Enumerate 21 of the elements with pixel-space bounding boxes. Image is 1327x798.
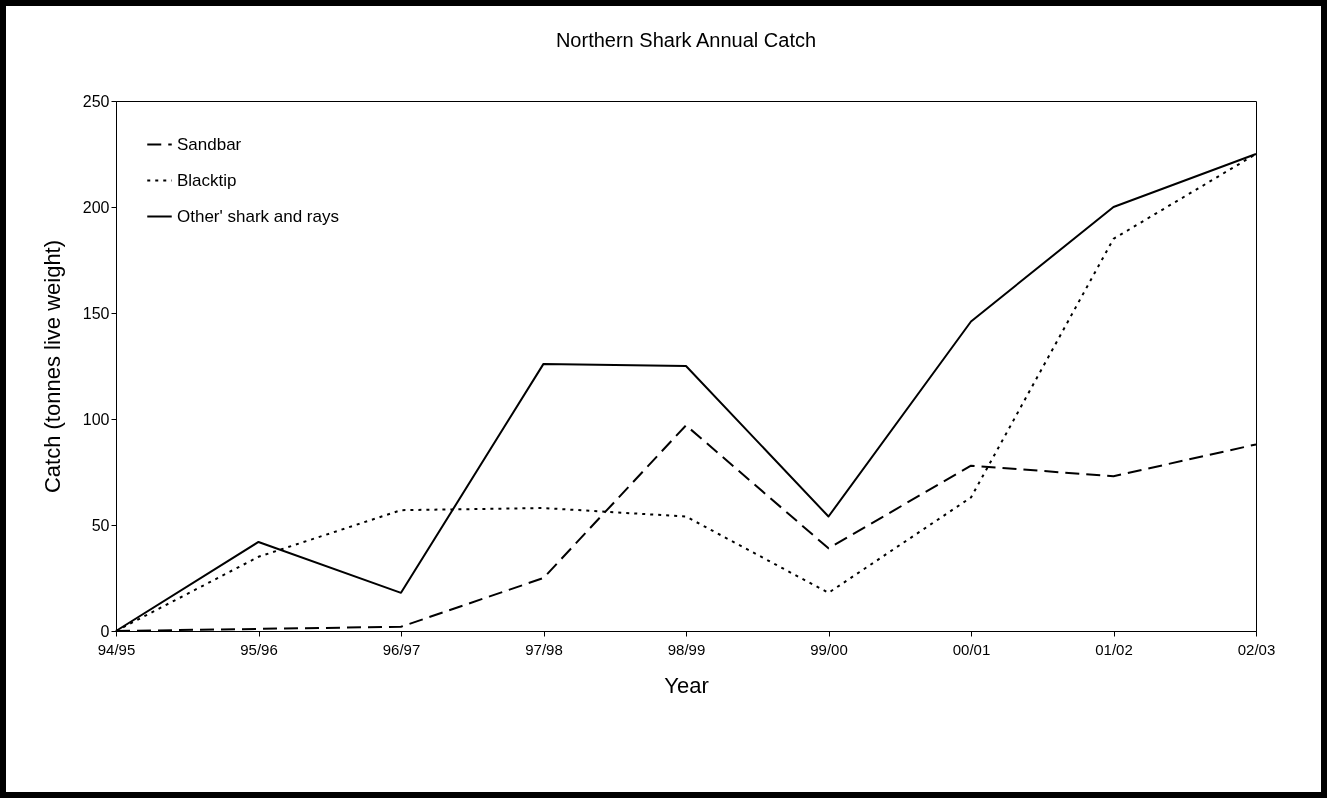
y-tick-label: 250 <box>82 92 110 110</box>
y-tick-label: 200 <box>82 198 110 216</box>
legend-label: Other' shark and rays <box>177 206 339 226</box>
x-tick-label: 94/95 <box>97 640 136 658</box>
x-tick-label: 98/99 <box>667 640 706 658</box>
x-tick-label: 01/02 <box>1095 640 1133 658</box>
y-axis-title: Catch (tonnes live weight) <box>39 239 65 494</box>
y-tick-label: 100 <box>82 410 110 428</box>
legend-label: Sandbar <box>177 134 242 154</box>
y-tick-label: 150 <box>82 304 110 322</box>
x-axis-title: Year <box>664 672 709 698</box>
x-tick-label: 02/03 <box>1237 640 1276 658</box>
x-tick-label: 99/00 <box>810 640 848 658</box>
x-tick-label: 96/97 <box>382 640 421 658</box>
y-tick-label: 50 <box>91 516 110 534</box>
x-tick-label: 95/96 <box>240 640 278 658</box>
legend-label: Blacktip <box>177 170 237 190</box>
x-tick-label: 00/01 <box>952 640 991 658</box>
y-tick-label: 0 <box>100 622 110 640</box>
x-tick-label: 97/98 <box>525 640 563 658</box>
chart-title: Northern Shark Annual Catch <box>555 29 817 51</box>
